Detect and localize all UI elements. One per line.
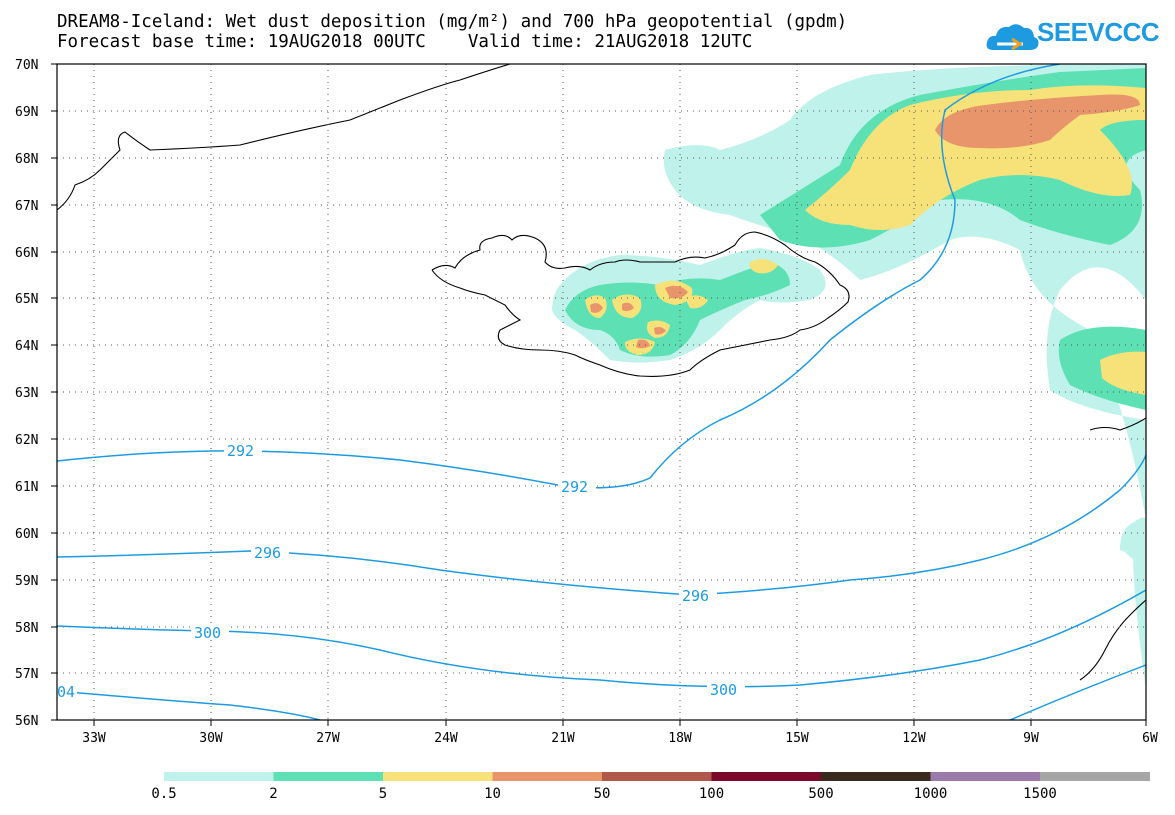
colorbar-label: 1000 bbox=[914, 786, 948, 802]
colorbar-label: 100 bbox=[699, 786, 724, 802]
lat-ticks bbox=[51, 63, 57, 721]
lat-label: 66N bbox=[15, 246, 38, 261]
contour-label: 300 bbox=[194, 624, 221, 642]
contour-label: 04 bbox=[57, 683, 75, 701]
contour-304 bbox=[57, 690, 321, 720]
colorbar-swatch bbox=[930, 772, 1041, 781]
lon-label: 21W bbox=[551, 731, 575, 746]
map-subtitle: Forecast base time: 19AUG2018 00UTC Vali… bbox=[57, 32, 753, 52]
lon-label: 30W bbox=[199, 731, 223, 746]
lat-label: 64N bbox=[15, 339, 38, 354]
logo-text: SEEVCCC bbox=[1037, 17, 1160, 47]
colorbar-swatch bbox=[711, 772, 822, 781]
lon-label: 6W bbox=[1142, 731, 1158, 746]
colorbar-label: 10 bbox=[484, 786, 501, 802]
lat-label: 59N bbox=[15, 574, 38, 589]
scotland-coast bbox=[1079, 599, 1146, 681]
colorbar-swatch bbox=[164, 772, 274, 781]
greenland-coast bbox=[57, 64, 511, 211]
colorbar-swatch bbox=[492, 772, 603, 781]
lat-label: 69N bbox=[15, 105, 38, 120]
lat-label: 67N bbox=[15, 199, 38, 214]
contour-label: 292 bbox=[227, 442, 254, 460]
dust-area-0.5-south bbox=[1122, 517, 1146, 565]
dust-area-iceland-5g bbox=[685, 295, 708, 309]
lat-label: 58N bbox=[15, 621, 38, 636]
lat-label: 70N bbox=[15, 58, 38, 73]
lat-label: 68N bbox=[15, 152, 38, 167]
graticule bbox=[57, 64, 1146, 720]
dust-area-iceland-5f bbox=[749, 259, 778, 274]
lat-label: 57N bbox=[15, 667, 38, 682]
contour-304-east bbox=[1009, 664, 1146, 720]
lon-label: 15W bbox=[785, 731, 809, 746]
dust-area-iceland-10a bbox=[665, 285, 688, 299]
colorbar-swatch bbox=[1040, 772, 1150, 781]
contour-label: 292 bbox=[561, 478, 588, 496]
dust-area-5-east bbox=[1100, 351, 1146, 395]
contour-labels: 292 292 296 296 300 300 04 bbox=[57, 442, 745, 701]
coastlines bbox=[57, 64, 1146, 681]
colorbar-swatch bbox=[273, 772, 384, 781]
dust-area-10 bbox=[935, 94, 1140, 149]
dust-area-iceland-2 bbox=[565, 262, 790, 357]
lon-label: 18W bbox=[668, 731, 692, 746]
norway-coast bbox=[1089, 417, 1146, 431]
colorbar-label: 1500 bbox=[1023, 786, 1057, 802]
colorbar-label: 2 bbox=[269, 786, 277, 802]
lat-label: 61N bbox=[15, 480, 38, 495]
dust-area-iceland-10d bbox=[636, 339, 650, 349]
contour-296 bbox=[57, 454, 1146, 596]
contour-label: 300 bbox=[710, 681, 737, 699]
lon-label: 27W bbox=[316, 731, 340, 746]
colorbar-label: 5 bbox=[379, 786, 387, 802]
lat-label: 63N bbox=[15, 386, 38, 401]
map-title: DREAM8-Iceland: Wet dust deposition (mg/… bbox=[57, 12, 848, 32]
contour-label: 296 bbox=[682, 587, 709, 605]
lon-label: 12W bbox=[902, 731, 926, 746]
lat-label: 65N bbox=[15, 292, 38, 307]
lon-label: 24W bbox=[434, 731, 458, 746]
colorbar: 0.5 2 5 10 50 100 500 1000 1500 bbox=[151, 772, 1150, 802]
lat-label: 60N bbox=[15, 527, 38, 542]
lon-label: 33W bbox=[82, 731, 106, 746]
dust-area-iceland-10e bbox=[622, 302, 634, 312]
iceland-coast bbox=[431, 231, 850, 377]
lon-labels: 33W 30W 27W 24W 21W 18W 15W 12W 9W 6W bbox=[82, 731, 1158, 746]
colorbar-swatch bbox=[383, 772, 493, 781]
colorbar-label: 50 bbox=[594, 786, 611, 802]
contour-292 bbox=[57, 64, 1061, 489]
colorbar-swatch bbox=[821, 772, 931, 781]
colorbar-swatch bbox=[602, 772, 712, 781]
lat-label: 56N bbox=[15, 714, 38, 729]
lon-label: 9W bbox=[1023, 731, 1039, 746]
dust-area-iceland-10b bbox=[590, 303, 603, 313]
lat-labels: 70N 69N 68N 67N 66N 65N 64N 63N 62N 61N … bbox=[15, 58, 38, 729]
contour-label: 296 bbox=[254, 544, 281, 562]
colorbar-label: 500 bbox=[808, 786, 833, 802]
lat-label: 62N bbox=[15, 433, 38, 448]
lon-ticks bbox=[93, 720, 1147, 726]
dust-area-iceland-10c bbox=[654, 327, 666, 335]
dust-deposition-field bbox=[552, 64, 1146, 720]
colorbar-label: 0.5 bbox=[151, 786, 176, 802]
cloud-icon bbox=[986, 24, 1039, 51]
